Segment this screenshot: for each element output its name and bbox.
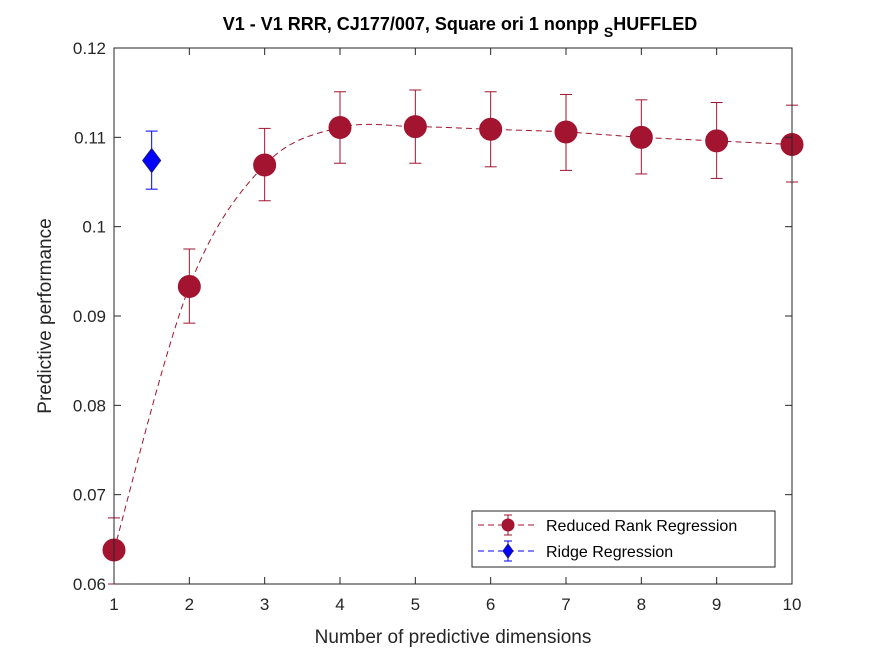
legend-marker-0	[501, 518, 515, 532]
plot-area	[114, 48, 792, 584]
x-tick-label-0: 1	[109, 595, 118, 614]
x-tick-label-9: 10	[783, 595, 802, 614]
x-tick-label-4: 5	[411, 595, 420, 614]
legend-label-1: Ridge Regression	[546, 544, 673, 561]
x-tick-label-5: 6	[486, 595, 495, 614]
data-point-0-4	[403, 115, 427, 139]
legend-marker-1	[502, 543, 514, 559]
chart-title-main: V1 - V1 RRR, CJ177/007, Square ori 1 non…	[223, 14, 604, 34]
data-point-0-1	[177, 275, 201, 299]
y-tick-label-2: 0.08	[73, 396, 106, 415]
chart-title-subscript: S	[604, 24, 613, 40]
x-tick-label-2: 3	[260, 595, 269, 614]
legend: Reduced Rank Regression Ridge Regression	[471, 510, 776, 568]
y-tick-label-0: 0.06	[73, 575, 106, 594]
x-tick-label-8: 9	[712, 595, 721, 614]
chart-title: V1 - V1 RRR, CJ177/007, Square ori 1 non…	[223, 14, 697, 40]
legend-box	[471, 510, 776, 568]
series-layer	[102, 89, 804, 585]
y-tick-label-3: 0.09	[73, 307, 106, 326]
data-point-0-6	[554, 120, 578, 144]
legend-entry-1: Ridge Regression	[478, 540, 673, 562]
legend-entry-0: Reduced Rank Regression	[478, 514, 737, 536]
y-tick-label-6: 0.12	[73, 39, 106, 58]
legend-label-0: Reduced Rank Regression	[546, 518, 737, 535]
legend-entries: Reduced Rank Regression Ridge Regression	[478, 514, 737, 562]
y-axis-label: Predictive performance	[35, 218, 56, 413]
data-point-0-3	[328, 116, 352, 140]
y-tick-label-5: 0.11	[74, 128, 106, 147]
x-tick-label-6: 7	[561, 595, 570, 614]
data-point-0-8	[705, 129, 729, 153]
y-tick-label-1: 0.07	[73, 486, 106, 505]
series-0	[102, 89, 804, 585]
tick-layer: 1 2 3 4 5 6 7 8 9 10 0.06 0.07 0.08 0.09 0.1 0.11 0.12	[73, 39, 802, 614]
data-point-1-0	[142, 147, 162, 174]
chart-title-tail: HUFFLED	[613, 14, 697, 34]
y-tick-label-4: 0.1	[82, 218, 106, 237]
data-point-0-5	[479, 117, 503, 141]
x-tick-label-1: 2	[185, 595, 194, 614]
data-point-0-7	[629, 125, 653, 149]
x-tick-label-7: 8	[637, 595, 646, 614]
data-point-0-2	[253, 153, 277, 177]
series-1	[142, 130, 162, 190]
x-axis-label: Number of predictive dimensions	[315, 627, 592, 648]
x-tick-label-3: 4	[335, 595, 344, 614]
